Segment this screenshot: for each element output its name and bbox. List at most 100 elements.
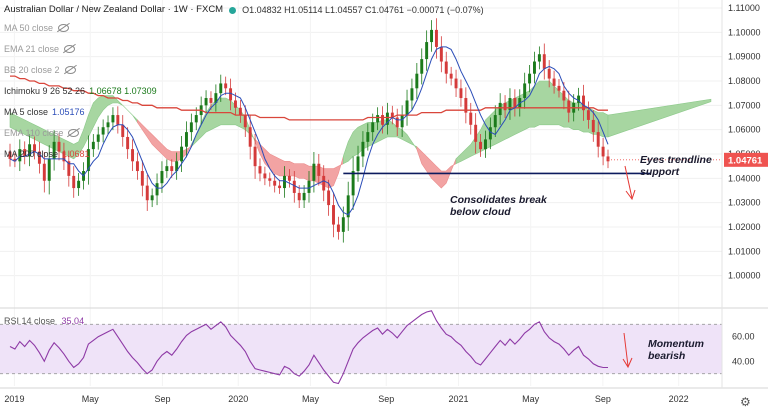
rsi-tick-label: 40.00 [732, 356, 755, 366]
candle-body [302, 192, 306, 201]
time-tick-label: Sep [378, 394, 394, 404]
candle-body [106, 122, 110, 128]
candle-body [116, 115, 120, 125]
candle-body [243, 115, 247, 128]
candle-body [513, 98, 517, 108]
indicator-row[interactable]: MA 5 close 1.05176 [4, 101, 484, 122]
indicator-label: EMA 21 close [4, 43, 60, 54]
candle-body [606, 156, 610, 162]
arrow-down-rsi [622, 332, 633, 369]
candle-body [508, 98, 512, 111]
candle-body [145, 185, 149, 201]
candle-body [577, 95, 581, 103]
hidden-eye-icon[interactable] [58, 23, 70, 32]
candle-body [150, 195, 154, 201]
candle-body [37, 151, 41, 164]
price-tick-label: 1.11000 [728, 3, 760, 13]
candle-body [253, 146, 257, 167]
candle-body [400, 115, 404, 128]
candle-body [376, 115, 380, 123]
price-axis[interactable]: 1.11000 1.10000 1.09000 1.08000 1.07000 1.060… [728, 3, 761, 281]
candle-body [591, 119, 595, 133]
time-tick-label: May [82, 394, 100, 404]
price-tick-label: 1.01000 [728, 246, 761, 256]
price-tick-label: 1.06000 [728, 125, 761, 135]
rsi-legend[interactable]: RSI 14 close 35.04 [4, 316, 84, 326]
rsi-axis[interactable]: 60.00 40.00 [732, 332, 755, 367]
candle-body [430, 29, 434, 43]
ma200-line [10, 75, 608, 121]
indicator-row[interactable]: BB 20 close 2 [4, 59, 484, 80]
price-tick-label: 1.09000 [728, 52, 761, 62]
candle-body [229, 88, 233, 101]
candle-body [292, 180, 296, 193]
indicator-label: MA 50 close [4, 22, 54, 33]
rsi-value: 35.04 [61, 316, 85, 326]
indicator-row[interactable]: MA 50 close [4, 17, 484, 38]
candle-body [248, 127, 252, 147]
candle-body [405, 100, 409, 116]
time-axis[interactable]: 2019 May Sep 2020 May Sep 2021 May Sep 2022 [4, 394, 688, 404]
candle-body [234, 100, 237, 108]
candle-body [126, 136, 130, 150]
time-tick-label: 2021 [448, 394, 468, 404]
candle-body [582, 95, 585, 111]
candle-body [297, 192, 301, 201]
candle-body [381, 115, 384, 125]
candle-body [91, 141, 95, 150]
candle-body [219, 83, 223, 94]
candle-body [175, 161, 179, 172]
candle-body [273, 180, 277, 186]
candle-body [454, 78, 458, 89]
indicator-value: 1.0681 [62, 148, 90, 159]
settings-gear-icon[interactable]: ⚙ [740, 395, 751, 409]
candle-body [189, 122, 193, 133]
candle-body [209, 98, 213, 103]
candle-body [488, 127, 492, 140]
candle-body [420, 59, 424, 74]
candle-body [42, 163, 46, 181]
time-tick-label: May [302, 394, 320, 404]
candle-body [86, 149, 90, 172]
candle-body [111, 115, 115, 123]
candle-body [341, 217, 345, 232]
candle-body [351, 171, 355, 196]
hidden-eye-icon[interactable] [68, 128, 80, 137]
candle-body [317, 163, 321, 176]
annotation-cloud-line1: Consolidates break [450, 194, 548, 206]
candle-body [346, 195, 350, 218]
hidden-eye-icon[interactable] [64, 44, 76, 53]
indicator-row[interactable]: EMA 21 close [4, 38, 484, 59]
time-tick-label: Sep [154, 394, 170, 404]
indicator-label: EMA 110 close [4, 127, 64, 138]
symbol-header[interactable]: Australian Dollar / New Zealand Dollar ·… [4, 3, 484, 17]
candle-body [459, 88, 463, 99]
ma5-line [9, 46, 609, 216]
candle-body [503, 102, 507, 111]
candle-body [596, 132, 600, 147]
candle-body [131, 149, 135, 162]
time-tick-label: May [522, 394, 540, 404]
candle-body [214, 93, 218, 103]
rsi-line [9, 310, 608, 385]
candle-body [52, 141, 56, 159]
candle-body [469, 112, 473, 125]
candle-body [523, 83, 527, 99]
candle-body [444, 61, 448, 74]
candle-body [121, 124, 125, 137]
indicator-row[interactable]: EMA 110 close [4, 122, 484, 143]
hidden-eye-icon[interactable] [64, 65, 76, 74]
candle-body [263, 173, 267, 179]
indicator-row[interactable]: Ichimoku 9 26 52 26 1.06678 1.07309 [4, 80, 484, 101]
candle-body [258, 166, 262, 174]
candle-body [180, 146, 184, 162]
price-tick-label: 1.00000 [728, 271, 761, 281]
candle-body [425, 42, 429, 60]
candle-body [283, 175, 286, 189]
candle-body [327, 190, 331, 206]
rsi-band [0, 324, 722, 374]
candle-body [366, 132, 370, 142]
candle-body [67, 161, 71, 176]
indicator-row[interactable]: MA 200 close 1.0681 [4, 143, 484, 164]
